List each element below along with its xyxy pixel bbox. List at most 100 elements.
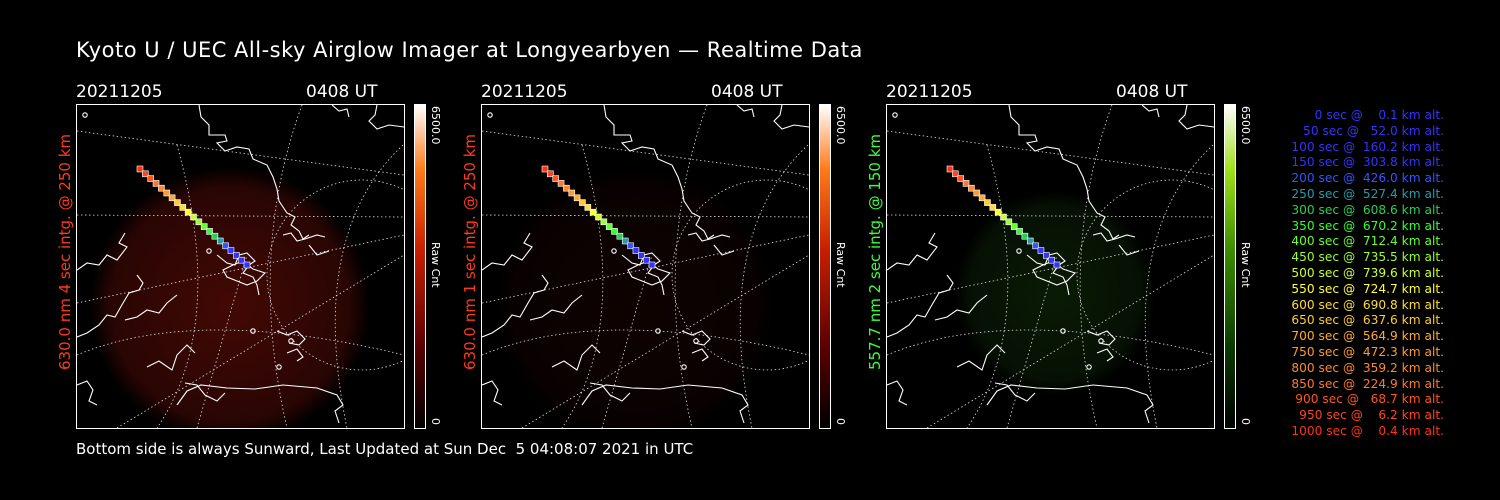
graticule <box>482 105 809 428</box>
legend-row: 200 sec @ 426.0 km alt. <box>1287 171 1444 186</box>
trajectory-marker <box>1016 228 1023 235</box>
legend-row: 950 sec @ 6.2 km alt. <box>1295 408 1444 423</box>
trajectory-marker <box>243 261 251 269</box>
trajectory-marker <box>552 175 559 182</box>
trajectory-marker <box>584 204 592 211</box>
trajectory-marker <box>547 170 554 178</box>
panel-1-colorbar-unit: Raw Cnt <box>429 242 442 288</box>
trajectory-marker <box>1043 252 1050 259</box>
panel-3-time: 0408 UT <box>1116 82 1188 102</box>
coastlines <box>77 105 404 424</box>
trajectory-marker <box>174 199 181 206</box>
panel-2-wavelength-label: 630.0 nm 1 sec intg. @ 250 km <box>461 133 479 370</box>
panel-3-colorbar-unit: Raw Cnt <box>1239 242 1252 288</box>
panel-3-allsky-image <box>886 104 1215 429</box>
trajectory-marker <box>1005 218 1013 226</box>
legend-row: 750 sec @ 472.3 km alt. <box>1287 344 1444 359</box>
graticule <box>77 105 404 428</box>
legend-row: 700 sec @ 564.9 km alt. <box>1287 329 1444 344</box>
trajectory-marker <box>233 252 240 259</box>
trajectory-marker <box>142 170 149 178</box>
legend-row: 100 sec @ 160.2 km alt. <box>1287 139 1444 154</box>
panel-1-map <box>77 105 404 428</box>
legend-row: 400 sec @ 712.4 km alt. <box>1287 234 1444 249</box>
trajectory-marker <box>1000 213 1007 221</box>
trajectory-marker <box>200 223 208 230</box>
legend-row: 350 sec @ 670.2 km alt. <box>1287 218 1444 233</box>
panel-1-colorbar-max: 6500.0 <box>429 106 442 145</box>
trajectory-marker <box>648 261 656 269</box>
legend-row: 800 sec @ 359.2 km alt. <box>1287 360 1444 375</box>
legend-row: 550 sec @ 724.7 km alt. <box>1287 281 1444 296</box>
trajectory-marker <box>978 194 986 202</box>
trajectory-marker <box>638 252 645 259</box>
trajectory-marker <box>957 175 964 182</box>
trajectory-marker <box>962 180 970 187</box>
panel-2-map <box>482 105 809 428</box>
legend-row: 650 sec @ 637.6 km alt. <box>1287 313 1444 328</box>
trajectory-marker <box>946 165 954 173</box>
trajectory-marker <box>595 213 602 221</box>
airglow-field <box>495 167 775 428</box>
trajectory-marker <box>147 175 154 182</box>
legend-row: 600 sec @ 690.8 km alt. <box>1287 297 1444 312</box>
legend-row: 50 sec @ 52.0 km alt. <box>1295 123 1444 138</box>
coastlines <box>482 105 809 424</box>
trajectory-marker <box>968 184 975 192</box>
trajectory-marker <box>136 165 144 173</box>
trajectory-marker <box>1026 237 1034 245</box>
trajectory-marker <box>227 247 235 254</box>
airglow-field <box>955 191 1155 395</box>
panel-2-time: 0408 UT <box>711 82 783 102</box>
legend-row: 500 sec @ 739.6 km alt. <box>1287 265 1444 280</box>
trajectory-marker <box>211 232 219 240</box>
trajectory-marker <box>952 170 959 178</box>
trajectory-marker <box>579 199 586 206</box>
trajectory-marker <box>184 208 192 216</box>
panel-1-wavelength-label: 630.0 nm 4 sec intg. @ 250 km <box>56 133 74 370</box>
panel-2-date: 20211205 <box>481 82 568 102</box>
trajectory-marker <box>179 204 187 211</box>
panel-3-colorbar-min: 0 <box>1239 418 1252 425</box>
panel-1-allsky-image <box>76 104 405 429</box>
panel-3-date: 20211205 <box>886 82 973 102</box>
panel-1-colorbar-min: 0 <box>429 418 442 425</box>
trajectory-marker <box>158 184 165 192</box>
panel-2-colorbar-min: 0 <box>834 418 847 425</box>
legend-row: 1000 sec @ 0.4 km alt. <box>1291 423 1444 438</box>
trajectory-marker <box>168 194 176 202</box>
panel-3-colorbar-max: 6500.0 <box>1239 106 1252 145</box>
panel-1-date: 20211205 <box>76 82 163 102</box>
trajectory-marker <box>989 204 997 211</box>
panel-2-allsky-image <box>481 104 810 429</box>
legend-row: 300 sec @ 608.6 km alt. <box>1287 202 1444 217</box>
trajectory <box>136 165 251 269</box>
trajectory-marker <box>643 256 650 264</box>
legend-row: 0 sec @ 0.1 km alt. <box>1303 108 1444 122</box>
panel-3-map <box>887 105 1214 428</box>
legend-row: 150 sec @ 303.8 km alt. <box>1287 155 1444 170</box>
trajectory-marker <box>1037 247 1045 254</box>
trajectory-marker <box>994 208 1002 216</box>
trajectory-marker <box>632 247 640 254</box>
trajectory <box>946 165 1061 269</box>
trajectory-marker <box>621 237 629 245</box>
trajectory-marker <box>1010 223 1018 230</box>
trajectory-marker <box>195 218 203 226</box>
panel-2-colorbar-unit: Raw Cnt <box>834 242 847 288</box>
footer-note: Bottom side is always Sunward, Last Upda… <box>76 440 694 458</box>
trajectory-marker <box>973 189 981 197</box>
trajectory-marker <box>152 180 160 187</box>
trajectory-marker <box>563 184 570 192</box>
panel-2-colorbar-max: 6500.0 <box>834 106 847 145</box>
trajectory <box>541 165 656 269</box>
trajectory-marker <box>206 228 213 235</box>
trajectory-marker <box>616 232 624 240</box>
graticule <box>887 105 1214 428</box>
trajectory-marker <box>1053 261 1061 269</box>
trajectory-marker <box>557 180 565 187</box>
trajectory-time-altitude-legend: 0 sec @ 0.1 km alt. 50 sec @ 52.0 km alt… <box>1262 108 1444 440</box>
legend-row: 850 sec @ 224.9 km alt. <box>1287 376 1444 391</box>
panel-3-colorbar <box>1224 104 1236 429</box>
panel-2-colorbar <box>819 104 831 429</box>
